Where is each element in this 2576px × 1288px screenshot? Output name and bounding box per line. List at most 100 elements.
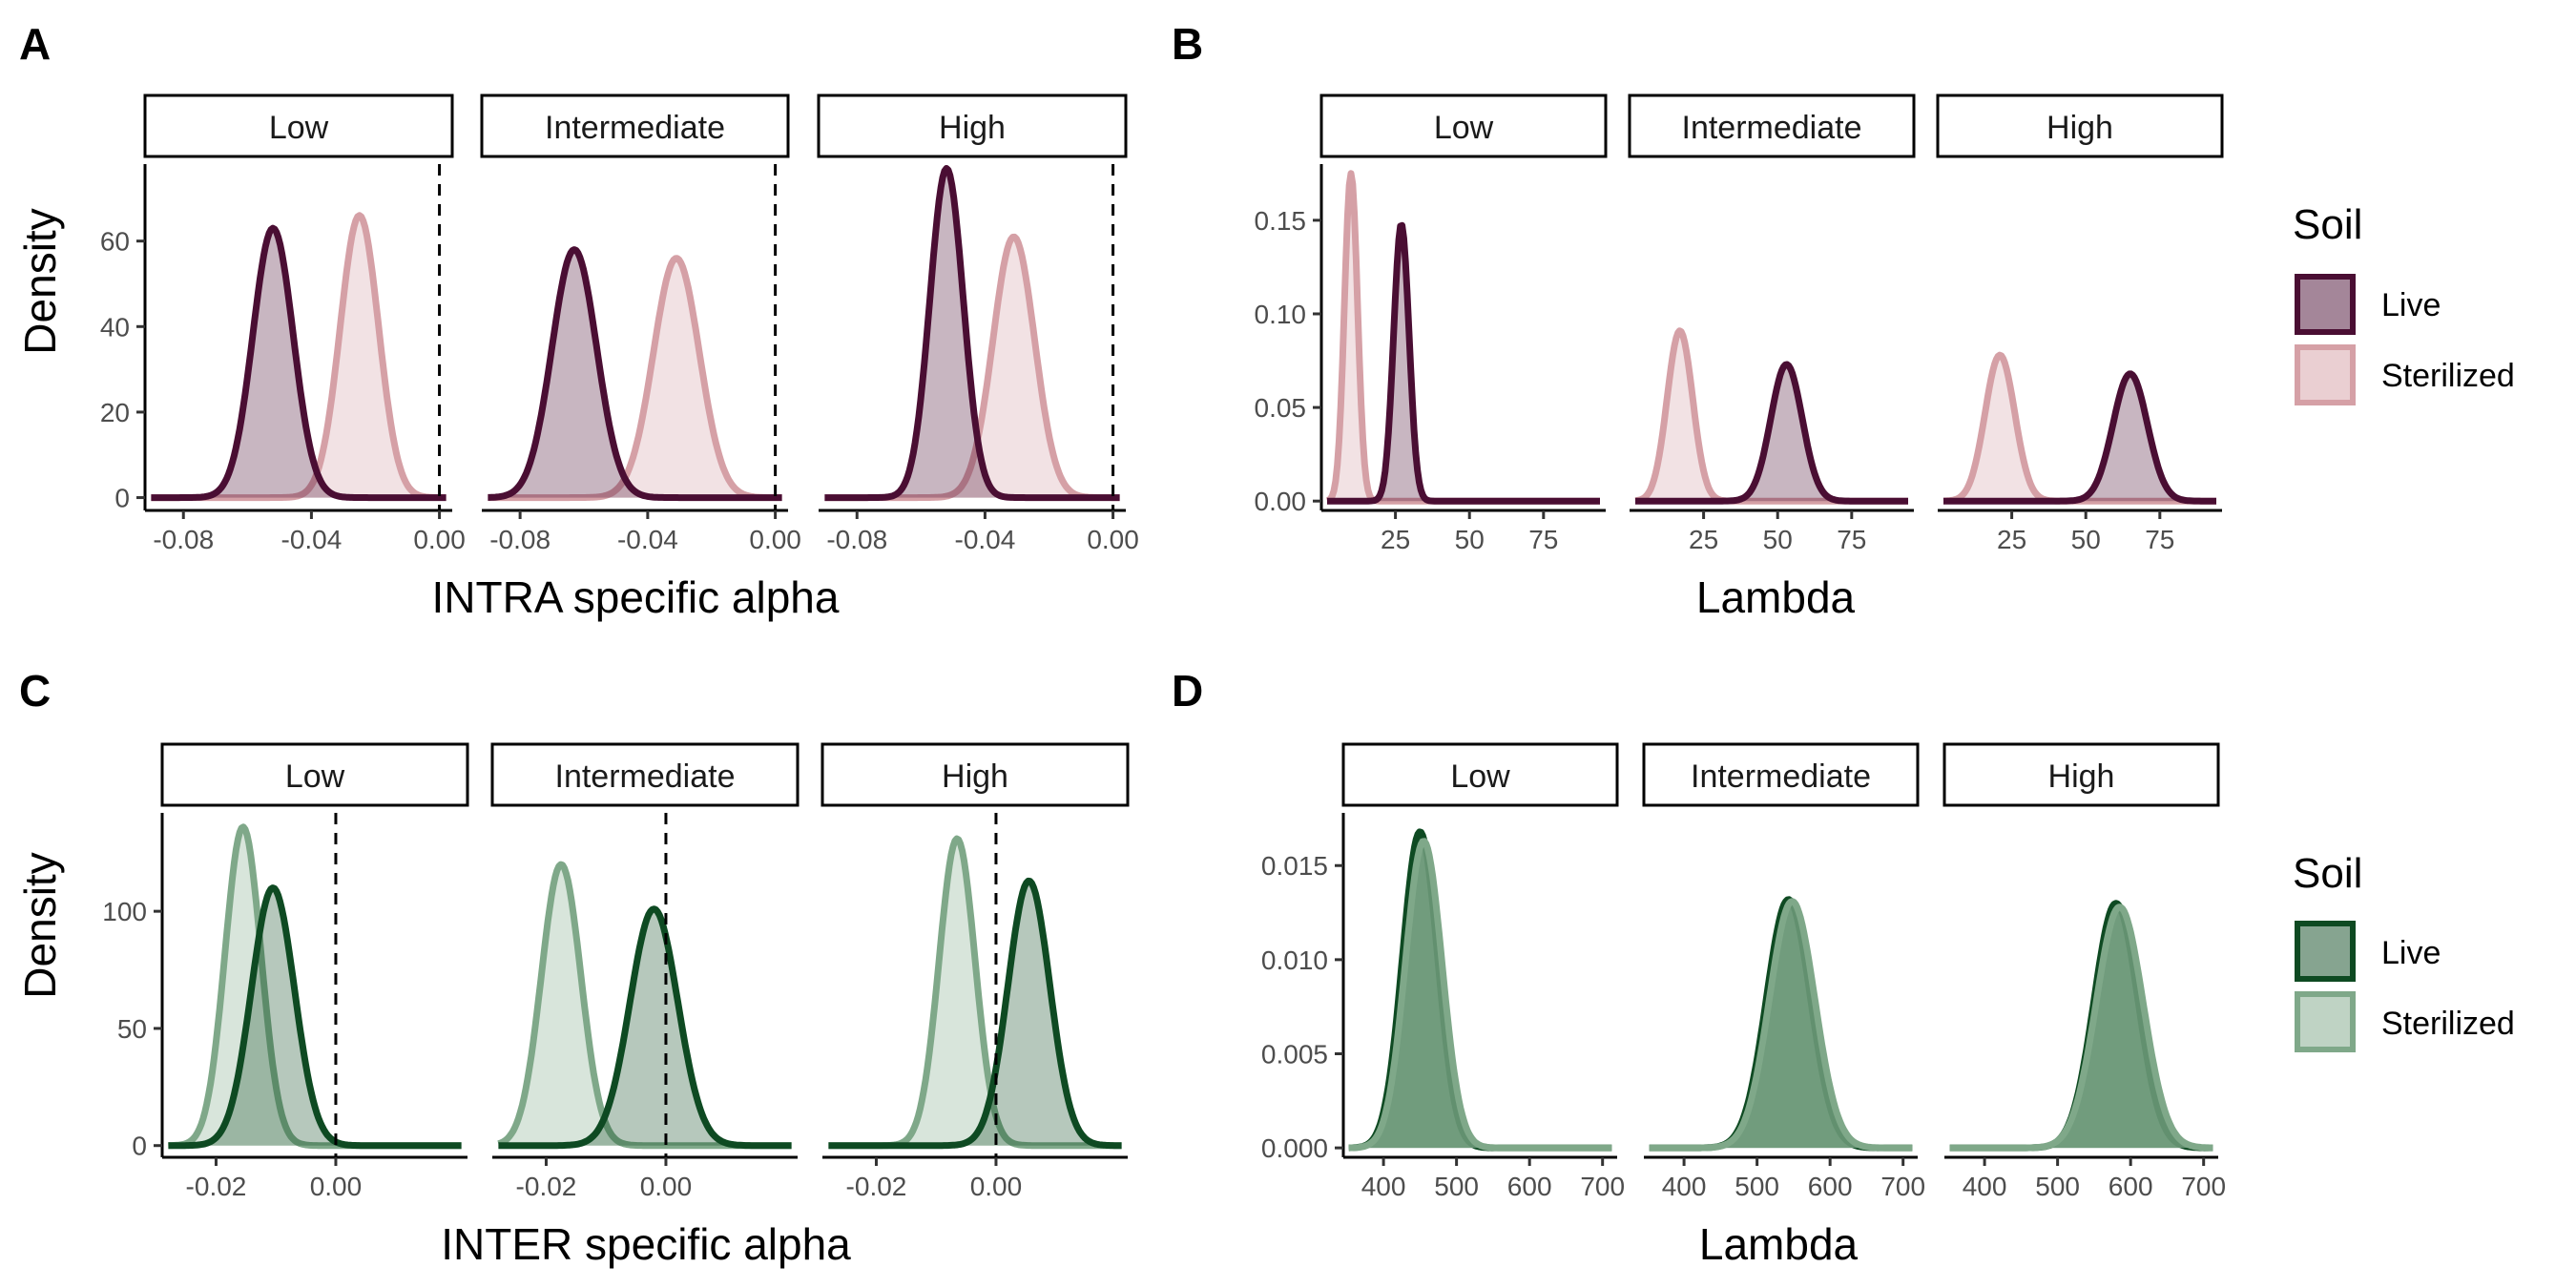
panel-d-x-tick-label: 700 [1580,1172,1625,1201]
panel-b-y-tick-label: 0.10 [1255,300,1307,329]
panel-d-strip-label: Low [1450,758,1510,795]
panel-a-strip-label: Low [269,110,329,146]
panel-a-x-tick-label: -0.04 [281,525,343,554]
panel-c-x-axis-title: INTER specific alpha [441,1219,851,1269]
panel-d-x-tick-label: 500 [1434,1172,1479,1201]
panel-c-x-tick-label: 0.00 [640,1172,693,1201]
panel-d-x-axis-title: Lambda [1699,1219,1859,1269]
panel-a-density-curve-live [822,165,1122,502]
legend-label-live: Live [2381,287,2441,323]
panel-a-density-curve-live [149,224,448,502]
panel-d-y-tick-label: 0.015 [1261,851,1328,881]
panel-c-density-fill-live [168,887,462,1146]
panel-tag-a: A [19,19,51,69]
panel-b-density-fill-live [1327,225,1600,502]
panel-b-density-fill-live [1943,373,2216,502]
panel-a-density-curve-live [486,246,784,502]
panel-b-x-tick-label: 25 [1381,525,1410,554]
legend-title: Soil [2293,201,2362,248]
panel-b-x-tick-label: 50 [2071,525,2101,554]
panel-b-strip-label: High [2046,110,2113,146]
legend-label-sterilized: Sterilized [2381,1006,2515,1042]
panel-d-strip-label: Intermediate [1691,758,1871,795]
panel-b-y-tick-label: 0.00 [1255,487,1307,516]
panel-a-x-tick-label: -0.04 [617,525,678,554]
panel-a-x-tick-label: -0.08 [489,525,551,554]
panel-b-x-tick-label: 75 [1528,525,1558,554]
panel-b-density-fill-sterilized [1327,173,1600,502]
panel-c-density-fill-live [498,908,792,1146]
panel-b-density-fill-sterilized [1943,355,2216,502]
legend-soil-purple: Soil Live Sterilized [2293,201,2515,405]
panel-c-strip-intermediate [490,742,800,807]
panel-d-x-tick-label: 400 [1662,1172,1707,1201]
legend-label-sterilized: Sterilized [2381,358,2515,394]
panel-c-y-tick-label: 0 [132,1132,147,1161]
panel-c-x-tick-label: -0.02 [516,1172,577,1201]
panel-a-y-tick-label: 0 [114,484,130,513]
panel-b-x-tick-label: 25 [1689,525,1718,554]
panel-a-x-tick-label: -0.08 [826,525,887,554]
panel-b-x-axis-title: Lambda [1696,572,1856,622]
panel-d-x-tick-label: 500 [2035,1172,2080,1201]
panel-c-density-fill-sterilized [498,864,792,1146]
panel-c-density-fill-live [828,881,1122,1146]
panel-c-density-curve-live [826,877,1124,1150]
panel-b-density-curve-live [1633,361,1910,505]
panel-c-strip-label: Low [285,758,345,795]
panel-c-x-tick-label: -0.02 [186,1172,247,1201]
panel-b-density-curve-live [1325,221,1602,505]
panel-b-x-tick-label: 50 [1763,525,1793,554]
panel-a-x-axis-title: INTRA specific alpha [432,572,840,622]
panel-a-density-curve-sterilized [486,255,784,502]
legend-key-sterilized [2295,991,2356,1052]
panel-a-strip-label: Intermediate [545,110,725,146]
panel-b-x-tick-label: 25 [1997,525,2026,554]
panel-b-density-curve-sterilized [1325,170,1602,505]
panel-a-density-fill-sterilized [488,258,782,498]
panel-b-strip-label: Intermediate [1682,110,1862,146]
panel-a-strip-low [143,93,454,158]
panel-c-strip-label: Intermediate [555,758,736,795]
panel-d-y-tick-label: 0.005 [1261,1040,1328,1070]
panel-d-x-tick-label: 700 [2181,1172,2226,1201]
panel-a-x-tick-label: 0.00 [413,525,466,554]
panel-a-strip-high [817,93,1128,158]
panel-c-y-axis-title: Density [15,852,65,998]
panel-d-density-fill-sterilized [1949,906,2213,1149]
panel-b-x-tick-label: 75 [1837,525,1866,554]
legend-key-live [2295,921,2356,982]
panel-b-y-tick-label: 0.05 [1255,393,1307,423]
panel-a-x-tick-label: 0.00 [749,525,801,554]
panel-d-y-tick-label: 0.010 [1261,945,1328,975]
panel-tag-c: C [19,666,51,716]
panel-c-strip-label: High [942,758,1008,795]
panel-c-density-curve-live [496,905,794,1150]
panel-a-y-tick-label: 20 [100,398,130,427]
panel-d-density-curve-sterilized [1648,898,1914,1152]
panel-d-density-curve-sterilized [1948,904,2214,1152]
panel-d-strip-high [1942,742,2220,807]
panel-d-x-tick-label: 400 [1361,1172,1406,1201]
panel-tag-b: B [1172,19,1203,69]
panel-d-x-tick-label: 600 [2109,1172,2153,1201]
panel-c-x-tick-label: -0.02 [846,1172,907,1201]
panel-c-density-curve-live [166,884,464,1150]
panel-b-density-curve-live [1942,370,2218,505]
panel-a-x-tick-label: -0.04 [955,525,1016,554]
panel-b-density-fill-sterilized [1635,330,1908,502]
panel-a-x-tick-label: 0.00 [1087,525,1139,554]
panel-d-strip-label: High [2048,758,2115,795]
panel-d-x-tick-label: 500 [1735,1172,1779,1201]
panel-a-density-fill-live [824,168,1120,498]
panel-a-y-axis-title: Density [15,208,65,354]
panel-c-y-tick-label: 50 [117,1014,147,1044]
panel-c-y-tick-label: 100 [102,897,147,926]
legend-title: Soil [2293,850,2362,897]
panel-d-density-curve-sterilized [1347,838,1613,1152]
panel-d-density-fill-sterilized [1348,841,1612,1149]
panel-a-x-tick-label: -0.08 [153,525,214,554]
panel-b-strip-high [1936,93,2224,158]
panel-a-density-fill-live [488,249,782,498]
